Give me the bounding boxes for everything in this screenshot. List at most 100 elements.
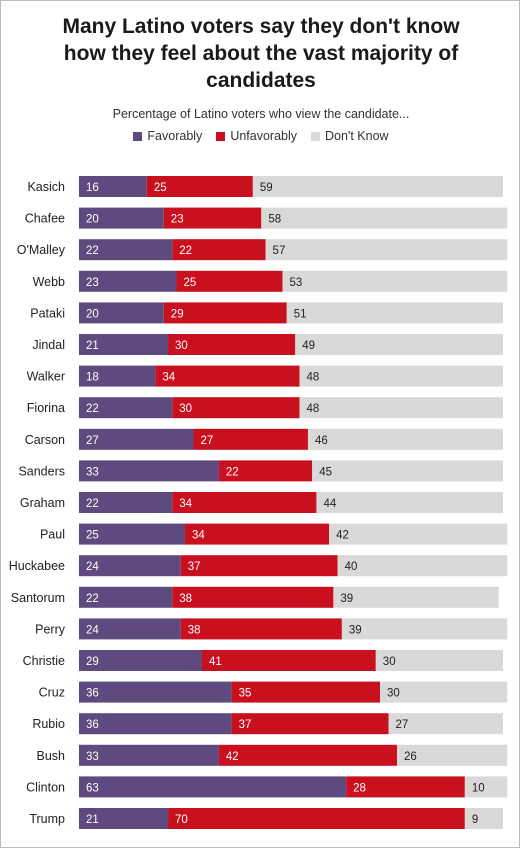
bar-unfavorably-trump [168, 808, 465, 829]
bar-unfavorably-jindal [168, 334, 296, 355]
bar-favorably-clinton [79, 776, 347, 798]
data-label-unfavorably-huckabee: 37 [188, 561, 201, 573]
bar-unfavorably-o-malley [172, 239, 266, 261]
bar-favorably-santorum [79, 586, 173, 608]
bar-unfavorably-walker [155, 365, 300, 387]
data-label-don-t-know-perry: 39 [349, 624, 362, 636]
data-label-unfavorably-christie: 41 [209, 656, 222, 668]
category-label-christie: Christie [23, 654, 65, 668]
bar-don-t-know-kasich [252, 176, 503, 197]
data-label-don-t-know-santorum: 39 [340, 593, 353, 605]
data-label-unfavorably-santorum: 38 [179, 593, 192, 605]
bar-favorably-o-malley [79, 239, 173, 261]
bar-unfavorably-webb [176, 270, 283, 292]
bar-don-t-know-walker [299, 365, 503, 387]
data-label-favorably-o-malley: 22 [86, 245, 99, 257]
legend-label-favorably: Favorably [147, 129, 203, 143]
legend-item-favorably: Favorably [133, 129, 202, 143]
legend-item-dont-know: Don't Know [311, 129, 389, 143]
data-label-favorably-paul: 25 [86, 530, 99, 542]
data-label-unfavorably-kasich: 25 [154, 182, 167, 194]
data-label-unfavorably-fiorina: 30 [179, 403, 192, 415]
legend-label-dont-know: Don't Know [325, 129, 389, 143]
bar-don-t-know-rubio [388, 713, 503, 735]
data-label-don-t-know-christie: 30 [383, 656, 396, 668]
bar-favorably-christie [79, 650, 202, 671]
bar-don-t-know-carson [307, 428, 503, 450]
bar-favorably-bush [79, 744, 219, 766]
bar-don-t-know-graham [316, 492, 503, 513]
data-label-favorably-christie: 29 [86, 656, 99, 668]
legend-item-unfavorably: Unfavorably [216, 129, 297, 143]
data-label-favorably-perry: 24 [86, 624, 99, 636]
data-label-favorably-cruz: 36 [86, 688, 99, 700]
data-label-favorably-chafee: 20 [86, 214, 99, 226]
bar-don-t-know-trump [464, 808, 503, 829]
bar-favorably-rubio [79, 713, 232, 735]
chart-title: Many Latino voters say they don't know h… [62, 15, 460, 92]
legend-swatch-favorably [133, 131, 143, 141]
data-label-favorably-bush: 33 [86, 751, 99, 763]
data-label-don-t-know-webb: 53 [290, 277, 303, 289]
data-label-favorably-webb: 23 [86, 277, 99, 289]
bar-don-t-know-santorum [333, 586, 499, 608]
data-label-favorably-kasich: 16 [86, 182, 99, 194]
bar-favorably-kasich [79, 176, 147, 197]
bar-favorably-chafee [79, 207, 164, 229]
bar-favorably-fiorina [79, 397, 173, 419]
data-label-don-t-know-walker: 48 [306, 372, 319, 384]
bar-favorably-webb [79, 270, 177, 292]
data-label-favorably-jindal: 21 [86, 340, 99, 352]
bar-don-t-know-christie [375, 650, 503, 671]
bar-unfavorably-chafee [163, 207, 262, 229]
bar-don-t-know-jindal [295, 334, 503, 355]
data-label-favorably-huckabee: 24 [86, 561, 99, 573]
category-label-sanders: Sanders [18, 464, 65, 478]
bar-don-t-know-fiorina [299, 397, 503, 419]
legend-swatch-dont-know [311, 131, 321, 141]
data-label-don-t-know-cruz: 30 [387, 688, 400, 700]
bar-unfavorably-cruz [231, 681, 381, 703]
bar-unfavorably-kasich [146, 176, 253, 197]
data-label-unfavorably-sanders: 22 [226, 466, 239, 478]
bar-favorably-perry [79, 618, 181, 640]
category-label-kasich: Kasich [27, 180, 65, 194]
bar-unfavorably-huckabee [180, 555, 338, 577]
category-label-chafee: Chafee [25, 212, 65, 226]
data-label-unfavorably-chafee: 23 [171, 214, 184, 226]
bar-don-t-know-cruz [380, 681, 508, 703]
bar-unfavorably-paul [185, 523, 330, 545]
bar-unfavorably-santorum [172, 586, 334, 608]
data-label-unfavorably-carson: 27 [200, 435, 213, 447]
category-label-fiorina: Fiorina [27, 401, 65, 415]
bar-don-t-know-o-malley [265, 239, 508, 261]
data-label-favorably-trump: 21 [86, 814, 99, 826]
data-label-favorably-santorum: 22 [86, 593, 99, 605]
bar-don-t-know-webb [282, 270, 508, 292]
chart-subtitle: Percentage of Latino voters who view the… [112, 107, 410, 121]
bar-don-t-know-paul [329, 523, 508, 545]
data-label-don-t-know-o-malley: 57 [273, 245, 286, 257]
data-label-unfavorably-clinton: 28 [353, 782, 366, 794]
legend-swatch-unfavorably [216, 131, 226, 141]
category-label-cruz: Cruz [39, 686, 65, 700]
data-label-favorably-sanders: 33 [86, 466, 99, 478]
data-label-don-t-know-graham: 44 [323, 498, 336, 510]
data-label-favorably-clinton: 63 [86, 782, 99, 794]
bar-favorably-huckabee [79, 555, 181, 577]
bar-unfavorably-rubio [231, 713, 389, 735]
data-label-unfavorably-rubio: 37 [239, 719, 252, 731]
category-label-trump: Trump [29, 812, 65, 826]
bar-unfavorably-fiorina [172, 397, 300, 419]
category-label-walker: Walker [27, 370, 65, 384]
data-label-unfavorably-perry: 38 [188, 624, 201, 636]
data-label-unfavorably-graham: 34 [179, 498, 192, 510]
data-label-unfavorably-webb: 25 [184, 277, 197, 289]
data-label-don-t-know-carson: 46 [315, 435, 328, 447]
category-label-o-malley: O'Malley [17, 243, 66, 257]
bar-unfavorably-sanders [218, 460, 313, 482]
category-label-clinton: Clinton [26, 780, 65, 794]
bar-favorably-paul [79, 523, 185, 545]
data-label-don-t-know-jindal: 49 [302, 340, 315, 352]
